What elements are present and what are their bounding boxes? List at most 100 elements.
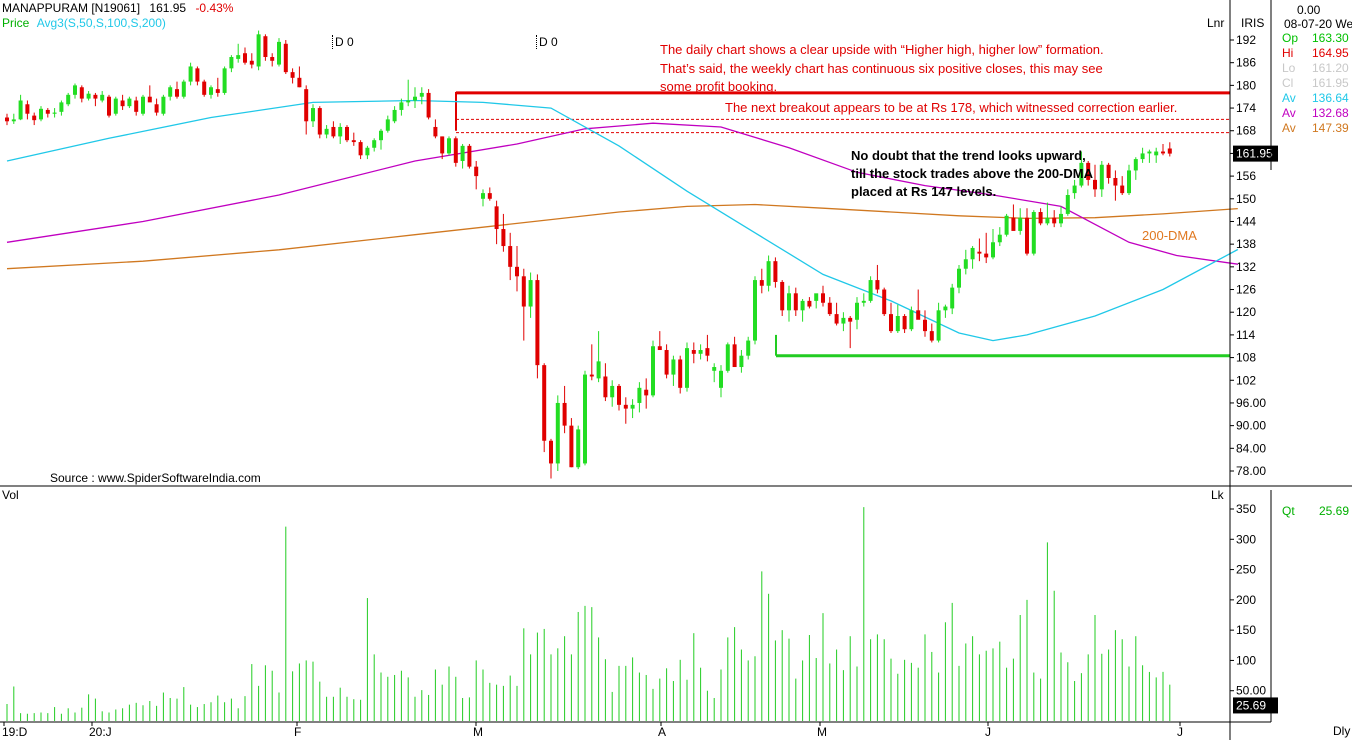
candle-down [317,108,322,135]
candle-up [52,112,57,114]
time-tick-label: A [658,725,666,739]
candle-down [25,104,30,114]
candles [5,30,1172,479]
candle-down [916,310,921,320]
candle-down [304,89,309,122]
candle-up [1127,170,1131,194]
breakout-note: The next breakout appears to be at Rs 17… [725,100,1178,115]
price-tick-label: 150 [1236,192,1256,206]
candle-down [79,87,84,99]
candle-up [855,302,859,320]
candle-down [215,89,220,93]
candle-up [311,108,315,122]
candle-down [433,126,438,137]
candle-up [18,100,23,120]
candle-up [610,385,615,398]
volume-tick-label: 50.00 [1236,684,1266,698]
volume-readout-label: Qt [1282,504,1295,518]
candle-up [555,402,560,464]
price-tick-label: 102 [1236,373,1256,387]
volume-bars [6,507,1171,721]
sidebar-title: IRIS [1241,16,1265,30]
sidebar-top-value: 0.00 [1297,3,1321,17]
readout-value: 161.20 [1312,61,1349,75]
candle-down [297,77,302,88]
price-axis: 1921861801741681621561501441381321261201… [1230,33,1278,478]
price-tick-label: 180 [1236,78,1256,92]
candle-up [1079,162,1084,186]
candle-down [515,266,519,277]
trend-note: placed at Rs 147 levels. [851,184,997,199]
candle-down [882,289,887,315]
candle-down [1052,217,1057,224]
candle-down [780,281,785,311]
note-line: some profit booking. [660,79,778,94]
readout-value: 132.68 [1312,106,1349,120]
candle-up [1004,215,1009,235]
price-tick-label: 90.00 [1236,419,1266,433]
ma-line-200-dma [6,203,1238,270]
candle-down [440,136,445,154]
candle-up [460,145,465,161]
candle-down [773,261,778,282]
candle-down [1025,217,1029,254]
candle-up [698,350,703,354]
candle-down [351,140,356,143]
candle-up [719,370,723,388]
candle-up [630,404,635,409]
candle-up [1059,213,1063,224]
candle-down [807,300,812,307]
candle-down [603,376,608,398]
candle-up [766,261,771,286]
candle-down [1093,179,1097,190]
candle-down [623,404,628,409]
volume-tick-label: 350 [1236,502,1256,516]
candle-down [134,100,139,112]
price-tick-label: 126 [1236,283,1256,297]
candle-up [385,119,390,131]
candle-down [107,96,111,116]
candle-down [821,293,825,303]
candle-down [827,302,832,315]
candle-down [249,60,254,65]
readout-label: Cl [1282,76,1294,90]
price-tick-label: 138 [1236,237,1256,251]
readout-label: Hi [1282,46,1294,60]
candle-down [195,68,200,82]
candle-up [1072,185,1077,194]
candle-up [188,66,193,82]
volume-tick-label: 250 [1236,563,1256,577]
price-tick-label: 132 [1236,260,1256,274]
candle-up [685,348,689,388]
candle-up [256,34,261,67]
volume-tick-label: 300 [1236,532,1256,546]
candle-up [909,310,914,330]
candle-down [929,331,934,341]
candle-down [759,280,764,286]
readout-label: Av [1282,91,1296,105]
period-label[interactable]: Dly [1333,724,1351,738]
candle-up [392,109,397,122]
volume-readout-value: 25.69 [1319,504,1350,518]
candle-up [1065,195,1070,214]
ma-line-100-dma [6,122,1238,265]
ma-line-50-dma [6,99,1239,342]
candle-down [453,138,458,163]
scale-mode[interactable]: Lnr [1207,16,1225,30]
time-tick-label: J [1177,725,1183,739]
candle-down [5,117,9,122]
volume-tick-label: 100 [1236,653,1256,667]
candle-down [345,126,349,141]
candle-up [970,247,975,260]
last-price: 161.95 [149,1,187,15]
price-tick-label: 84.00 [1236,441,1266,455]
candle-down [848,317,853,322]
trend-note: till the stock trades above the 200-DMA [851,166,1094,181]
candle-up [1140,153,1145,160]
candle-up [963,259,968,269]
candle-down [1161,151,1165,154]
price-tick-label: 144 [1236,214,1256,228]
last-price-tag-label: 161.95 [1236,147,1273,161]
candle-up [209,87,213,95]
